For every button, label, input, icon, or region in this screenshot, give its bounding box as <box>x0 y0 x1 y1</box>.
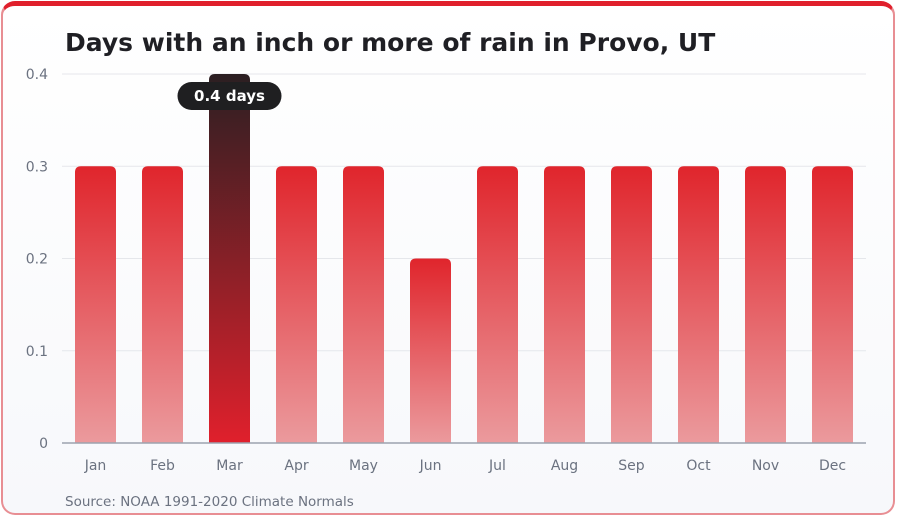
x-tick-label: Apr <box>284 458 308 474</box>
bar-sep[interactable] <box>611 166 652 443</box>
bar-may[interactable] <box>343 166 384 443</box>
bar-nov[interactable] <box>745 166 786 443</box>
bar-dec[interactable] <box>812 166 853 443</box>
x-tick-label: Jun <box>419 458 442 474</box>
x-tick-label: May <box>349 458 378 474</box>
x-tick-label: Dec <box>819 458 846 474</box>
bar-aug[interactable] <box>544 166 585 443</box>
y-axis-ticks: 0 0.1 0.2 0.3 0.4 <box>26 67 48 452</box>
bar-jul[interactable] <box>477 166 518 443</box>
tooltip: 0.4 days <box>177 82 282 110</box>
chart-title: Days with an inch or more of rain in Pro… <box>65 28 716 57</box>
y-tick-label: 0.2 <box>26 252 48 268</box>
tooltip-background <box>177 82 282 110</box>
x-tick-label: Aug <box>551 458 578 474</box>
x-tick-label: Jul <box>488 458 506 474</box>
bar-jun[interactable] <box>410 258 451 444</box>
y-tick-label: 0.1 <box>26 344 48 360</box>
x-tick-label: Sep <box>618 458 645 474</box>
bar-feb[interactable] <box>142 166 183 443</box>
source-note: Source: NOAA 1991-2020 Climate Normals <box>65 494 354 510</box>
bars <box>75 74 853 443</box>
x-tick-label: Nov <box>752 458 779 474</box>
x-tick-label: Jan <box>84 458 107 474</box>
bar-apr[interactable] <box>276 166 317 443</box>
bar-oct[interactable] <box>678 166 719 443</box>
y-tick-label: 0.3 <box>26 159 48 175</box>
x-tick-label: Mar <box>216 458 243 474</box>
y-tick-label: 0.4 <box>26 67 48 83</box>
x-tick-label: Feb <box>150 458 175 474</box>
bar-mar[interactable] <box>209 74 250 443</box>
tooltip-label: 0.4 days <box>194 87 265 105</box>
x-tick-label: Oct <box>686 458 711 474</box>
x-axis-ticks: Jan Feb Mar Apr May Jun Jul Aug Sep Oct Nov Dec <box>84 458 846 474</box>
bar-jan[interactable] <box>75 166 116 443</box>
grid-lines <box>62 73 866 352</box>
y-tick-label: 0 <box>39 436 48 452</box>
